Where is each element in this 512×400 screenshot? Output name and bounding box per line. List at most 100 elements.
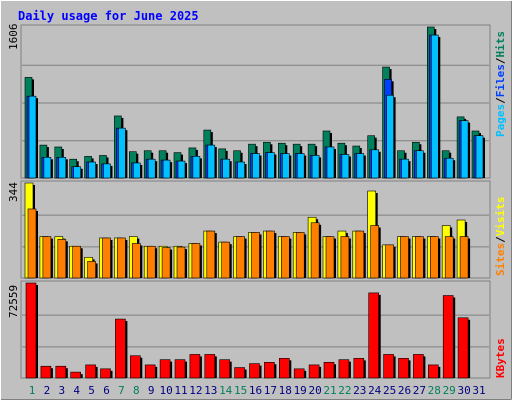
bar-sites bbox=[459, 236, 469, 279]
bar-sites bbox=[206, 230, 216, 279]
legend-pages: Pages bbox=[494, 104, 507, 137]
bar-sites bbox=[280, 236, 290, 279]
bar-kbytes bbox=[40, 365, 52, 379]
bar-kbytes bbox=[398, 358, 409, 379]
bar-pages bbox=[147, 158, 156, 179]
x-tick-label: 9 bbox=[148, 384, 155, 397]
bar-sites bbox=[161, 247, 171, 279]
x-tick-label: 1 bbox=[29, 384, 36, 397]
bar-kbytes bbox=[159, 359, 171, 379]
bar-pages bbox=[267, 152, 275, 179]
x-tick-label: 5 bbox=[88, 384, 95, 397]
bar-kbytes bbox=[189, 354, 201, 379]
bar-sites bbox=[266, 230, 275, 279]
bar-pages bbox=[430, 34, 439, 179]
bar-kbytes bbox=[85, 364, 96, 379]
legend-hits: Hits bbox=[494, 31, 507, 58]
bar-pages bbox=[296, 153, 305, 179]
bar-pages bbox=[222, 158, 230, 179]
bar-pages bbox=[252, 153, 260, 179]
bar-kbytes bbox=[55, 365, 67, 379]
x-tick-label: 15 bbox=[234, 384, 247, 397]
bar-kbytes bbox=[264, 361, 275, 379]
x-tick-label: 11 bbox=[174, 384, 187, 397]
bar-sites bbox=[251, 232, 260, 279]
bar-kbytes bbox=[100, 368, 111, 379]
bar-kbytes bbox=[442, 295, 454, 379]
legend-hits-files-pages: Pages/Files/Hits bbox=[494, 31, 507, 137]
x-axis-labels: 1 2 3 4 5 6 7 8 9 10 11 12 13 14 15 16 17 18 19 20 21 22 23 24 2… bbox=[29, 384, 486, 397]
x-tick-label: 4 bbox=[73, 384, 80, 397]
bar-kbytes bbox=[144, 364, 156, 379]
bar-kbytes bbox=[70, 371, 81, 379]
x-tick-label: 3 bbox=[58, 384, 65, 397]
bars-layer bbox=[24, 26, 485, 379]
x-tick-label: 20 bbox=[308, 384, 321, 397]
bar-kbytes bbox=[383, 354, 394, 379]
bar-pages bbox=[28, 95, 37, 179]
bar-sites bbox=[415, 236, 424, 279]
x-tick-label: 7 bbox=[118, 384, 125, 397]
bar-kbytes bbox=[413, 354, 424, 379]
bar-pages bbox=[103, 163, 111, 179]
bar-pages bbox=[326, 146, 335, 179]
bar-sites bbox=[72, 245, 81, 279]
bar-kbytes bbox=[323, 361, 335, 379]
bar-sites bbox=[385, 244, 394, 279]
bar-pages bbox=[401, 158, 409, 179]
bar-kbytes bbox=[115, 318, 126, 379]
bar-pages bbox=[43, 157, 52, 179]
x-tick-label: 16 bbox=[249, 384, 262, 397]
legend-sep-3: / bbox=[494, 236, 507, 243]
bar-sites bbox=[355, 230, 365, 279]
y-max-label-kbytes: 72559 bbox=[7, 285, 20, 318]
x-tick-label: 27 bbox=[413, 384, 426, 397]
bar-pages bbox=[475, 135, 484, 179]
bar-pages bbox=[88, 161, 96, 179]
bar-kbytes bbox=[234, 367, 245, 379]
bar-kbytes bbox=[368, 292, 380, 379]
bar-pages bbox=[356, 153, 365, 179]
bar-pages bbox=[133, 162, 141, 179]
bar-pages bbox=[162, 159, 171, 179]
bar-sites bbox=[444, 236, 454, 279]
legend-visits: Visits bbox=[494, 197, 507, 237]
bar-kbytes bbox=[219, 359, 230, 379]
bar-kbytes bbox=[249, 363, 260, 379]
x-tick-label: 19 bbox=[294, 384, 307, 397]
bar-pages bbox=[281, 153, 290, 179]
bar-sites bbox=[117, 237, 126, 279]
y-max-label-visits: 344 bbox=[7, 182, 20, 202]
bar-sites bbox=[87, 261, 96, 279]
bar-sites bbox=[42, 236, 52, 279]
bar-kbytes bbox=[308, 364, 320, 379]
x-tick-label: 26 bbox=[398, 384, 411, 397]
bar-sites bbox=[176, 246, 186, 279]
bar-pages bbox=[237, 161, 245, 179]
bar-sites bbox=[325, 236, 335, 279]
x-tick-label: 2 bbox=[44, 384, 51, 397]
x-tick-label: 31 bbox=[472, 384, 485, 397]
x-tick-label: 24 bbox=[368, 384, 382, 397]
x-tick-label: 8 bbox=[133, 384, 140, 397]
bar-pages bbox=[371, 149, 380, 179]
x-tick-label: 22 bbox=[338, 384, 351, 397]
bar-pages bbox=[207, 144, 216, 179]
bar-sites bbox=[102, 237, 111, 279]
bar-pages bbox=[460, 120, 469, 179]
legend-files: Files bbox=[494, 64, 507, 97]
bar-pages bbox=[341, 154, 350, 179]
x-tick-label: 12 bbox=[189, 384, 202, 397]
panel-kbytes-bg bbox=[20, 280, 491, 379]
x-tick-label: 18 bbox=[279, 384, 292, 397]
x-tick-label: 25 bbox=[383, 384, 396, 397]
bar-pages bbox=[73, 166, 81, 179]
bar-pages bbox=[192, 156, 201, 179]
bar-pages bbox=[445, 157, 454, 179]
x-tick-label: 17 bbox=[264, 384, 277, 397]
bar-sites bbox=[57, 239, 67, 279]
bar-sites bbox=[295, 232, 305, 279]
bar-kbytes bbox=[204, 354, 216, 379]
